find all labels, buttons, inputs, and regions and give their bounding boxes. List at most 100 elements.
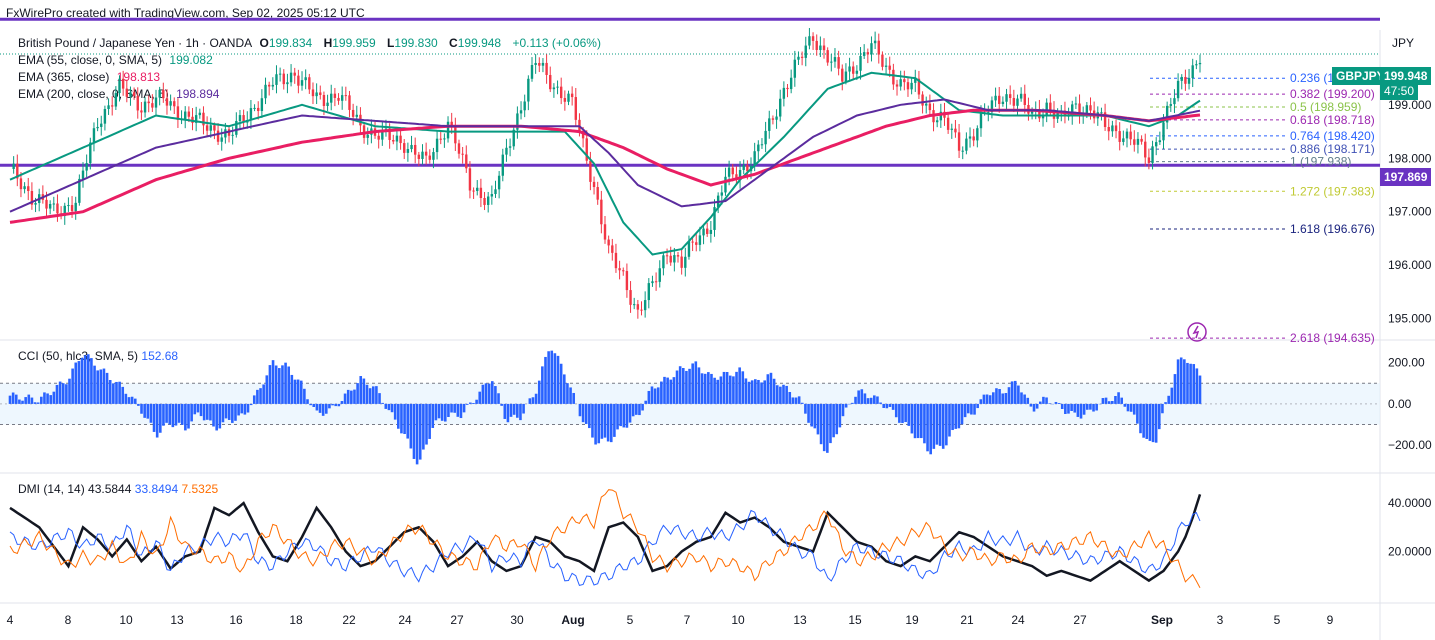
candle-body [800, 56, 804, 58]
candle-body [961, 150, 964, 152]
candle-body [727, 167, 731, 177]
fib-level-label: 0.618 (198.718) [1290, 113, 1375, 127]
ohlc-low: L199.830 [386, 36, 438, 50]
dmi-legend[interactable]: DMI (14, 14) 43.5844 33.8494 7.5325 [18, 482, 218, 496]
price-tick-label: 197.000 [1388, 205, 1432, 219]
candle-body [1019, 93, 1023, 99]
candle-body [614, 252, 618, 269]
candle-body [687, 241, 691, 257]
candle-body [585, 138, 588, 161]
candle-body [972, 136, 975, 141]
candle-body [92, 128, 96, 143]
candle-body [556, 86, 559, 88]
candle-body [775, 116, 778, 120]
candle-body [793, 59, 797, 78]
candle-body [742, 165, 745, 171]
candle-body [782, 87, 786, 99]
candle-body [45, 199, 48, 209]
candle-body [216, 130, 220, 142]
candle-body [435, 138, 439, 153]
candle-body [1180, 76, 1183, 81]
candle-body [311, 89, 315, 97]
candle-body [1176, 80, 1180, 99]
time-tick-label: Aug [561, 613, 584, 627]
time-tick-label: 10 [119, 613, 133, 627]
candle-body [249, 108, 253, 121]
candle-body [665, 255, 669, 257]
candle-body [1140, 138, 1143, 142]
cci-legend[interactable]: CCI (50, hlc3, SMA, 5) 152.68 [18, 349, 178, 363]
candle-body [994, 95, 997, 101]
candle-body [132, 92, 136, 96]
candle-body [753, 151, 756, 167]
time-tick-label: 13 [170, 613, 184, 627]
candle-body [125, 88, 129, 97]
candle-body [654, 281, 658, 283]
candle-body [1187, 78, 1191, 84]
candle-body [319, 92, 322, 96]
candle-body [1074, 103, 1078, 105]
cci-tick-label: 0.00 [1388, 397, 1412, 411]
candle-body [1089, 105, 1092, 111]
candle-body [209, 125, 212, 131]
candle-body [1071, 104, 1074, 116]
candle-body [1111, 125, 1114, 132]
candle-body [567, 93, 570, 102]
candle-body [187, 111, 191, 117]
candle-body [819, 45, 822, 50]
dmi-plus-value: 33.8494 [134, 482, 179, 496]
chart-credit: FxWirePro created with TradingView.com, … [6, 6, 365, 20]
currency-label[interactable]: JPY [1392, 36, 1415, 50]
symbol-legend[interactable]: British Pound / Japanese Yen · 1h · OAND… [18, 36, 605, 50]
candle-body [107, 105, 110, 110]
candle-body [238, 115, 242, 121]
candle-body [852, 66, 855, 74]
candle-body [381, 130, 384, 140]
dmi-tick-label: 40.0000 [1388, 496, 1432, 510]
candle-body [282, 73, 285, 85]
candle-body [881, 54, 884, 67]
time-tick-label: 27 [1073, 613, 1087, 627]
candle-body [713, 207, 716, 230]
candle-body [23, 186, 26, 190]
ema55-legend[interactable]: EMA (55, close, 0, SMA, 5) 199.082 [18, 53, 217, 67]
candle-body [848, 66, 851, 72]
ema200-legend[interactable]: EMA (200, close, 0, SMA, 5) 198.894 [18, 87, 223, 101]
candle-body [56, 203, 59, 214]
candle-body [81, 170, 85, 179]
candle-body [636, 304, 640, 310]
candle-body [377, 135, 380, 140]
candle-body [1001, 101, 1005, 105]
candle-body [990, 100, 994, 113]
candle-body [906, 82, 910, 90]
candle-body [286, 82, 289, 85]
candle-body [114, 93, 118, 107]
candle-body [600, 199, 603, 225]
candle-body [1049, 102, 1052, 110]
price-tick-label: 196.000 [1388, 258, 1432, 272]
candle-body [424, 151, 428, 156]
candle-body [702, 228, 705, 236]
dmi-line-0 [9, 494, 1202, 583]
candle-body [344, 95, 348, 97]
candle-body [1052, 109, 1056, 119]
candle-body [297, 75, 300, 86]
candle-body [768, 118, 771, 131]
ema365-label: EMA (365, close) [18, 70, 110, 84]
candle-body [275, 74, 278, 85]
candle-body [968, 136, 972, 139]
candle-body [830, 61, 833, 63]
price-tick-label: 195.000 [1388, 312, 1432, 326]
candle-body [1045, 102, 1048, 115]
candle-body [326, 102, 329, 106]
cci-tick-label: 200.00 [1388, 356, 1425, 370]
time-tick-label: 3 [1217, 613, 1224, 627]
candle-body [413, 144, 417, 155]
candle-body [158, 89, 161, 98]
candle-body [538, 62, 541, 66]
candle-body [1151, 146, 1154, 163]
candle-body [570, 93, 574, 98]
candle-body [779, 98, 782, 117]
ema365-legend[interactable]: EMA (365, close) 198.813 [18, 70, 164, 84]
